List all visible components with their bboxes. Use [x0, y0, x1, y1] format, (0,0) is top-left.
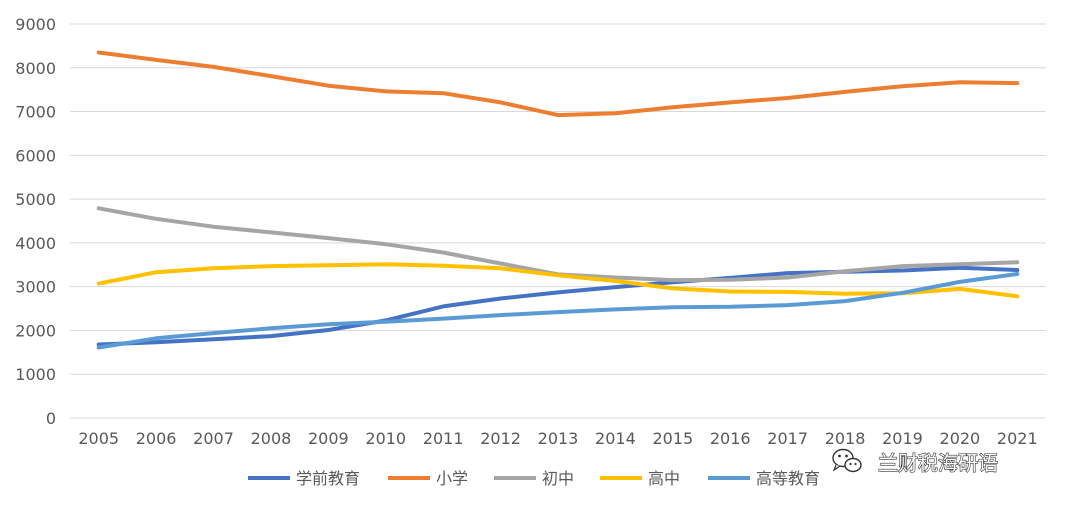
series-line-3 [96, 262, 1020, 299]
x-tick-label: 2020 [940, 429, 981, 448]
x-tick-label: 2009 [308, 429, 349, 448]
legend: 学前教育 小学 初中 高中 高等教育 [248, 469, 820, 488]
y-tick-label: 3000 [15, 278, 56, 297]
x-tick-label: 2013 [538, 429, 579, 448]
x-tick-label: 2010 [365, 429, 406, 448]
series-line-1 [96, 50, 1020, 118]
watermark: 兰财税海研语 [832, 448, 999, 476]
x-tick-label: 2019 [882, 429, 923, 448]
x-tick-label: 2015 [652, 429, 693, 448]
y-tick-label: 9000 [15, 15, 56, 34]
y-tick-label: 7000 [15, 103, 56, 122]
y-tick-label: 2000 [15, 321, 56, 340]
x-tick-label: 2006 [136, 429, 177, 448]
y-tick-label: 5000 [15, 190, 56, 209]
y-axis: 0 1000 2000 3000 4000 5000 6000 7000 8000 9000 [15, 15, 56, 428]
x-tick-label: 2011 [423, 429, 464, 448]
x-tick-label: 2014 [595, 429, 636, 448]
legend-label-2: 初中 [542, 469, 574, 488]
x-tick-label: 2017 [767, 429, 808, 448]
y-tick-label: 6000 [15, 146, 56, 165]
x-tick-label: 2021 [997, 429, 1038, 448]
y-tick-label: 0 [46, 409, 56, 428]
x-tick-label: 2008 [251, 429, 292, 448]
x-tick-label: 2018 [825, 429, 866, 448]
series-line-4 [96, 272, 1020, 350]
y-tick-label: 4000 [15, 234, 56, 253]
gridlines [70, 23, 1046, 419]
legend-label-4: 高等教育 [756, 469, 820, 488]
y-tick-label: 1000 [15, 365, 56, 384]
x-tick-label: 2007 [193, 429, 234, 448]
x-axis: 2005 2006 2007 2008 2009 2010 2011 2012 2013 2014… [78, 429, 1037, 448]
watermark-text: 兰财税海研语 [878, 451, 998, 475]
x-tick-label: 2012 [480, 429, 521, 448]
x-tick-label: 2016 [710, 429, 751, 448]
x-tick-label: 2005 [78, 429, 119, 448]
series-lines [96, 50, 1020, 350]
wechat-icon [832, 448, 862, 473]
y-tick-label: 8000 [15, 59, 56, 78]
legend-label-3: 高中 [648, 469, 680, 488]
legend-label-1: 小学 [436, 469, 468, 488]
legend-label-0: 学前教育 [296, 469, 360, 488]
